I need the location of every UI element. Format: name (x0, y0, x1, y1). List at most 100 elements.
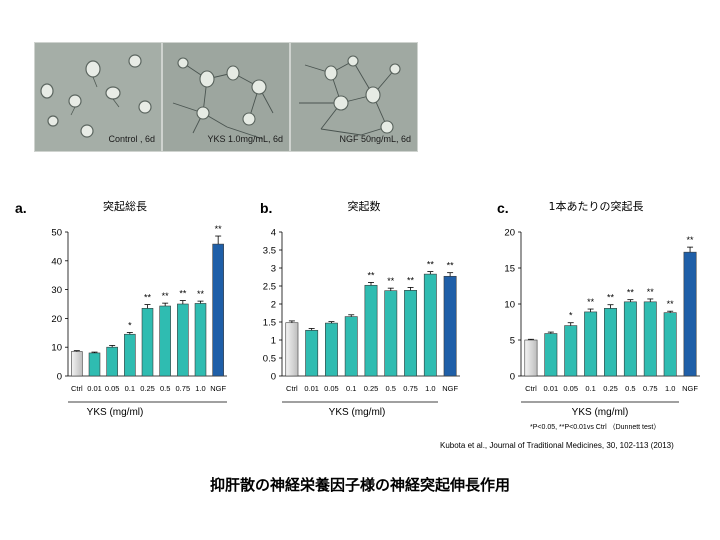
chart-1-y-tick-label: 20 (51, 314, 62, 325)
chart-3-x-tick-label: 0.1 (585, 384, 595, 393)
chart-3-bar (604, 308, 617, 377)
chart-1-bar (106, 346, 118, 377)
chart-3-bar (643, 301, 657, 377)
chart-1-significance-label: * (128, 321, 132, 331)
chart-2-y-tick-label: 1.5 (263, 318, 276, 329)
chart-1-y-tick-label: 0 (57, 372, 62, 383)
chart-3-x-axis-label: YKS (mg/ml) (572, 407, 629, 418)
chart-1-y-tick-label: 40 (51, 256, 62, 267)
chart-2-bar (443, 275, 457, 377)
chart-3-bar (623, 301, 637, 377)
chart-2-x-tick-label: 0.75 (403, 384, 418, 393)
chart-2-y-tick-label: 3.5 (263, 246, 276, 257)
chart-1-x-tick-label: 0.25 (140, 384, 155, 393)
chart-3-y-tick-label: 15 (504, 264, 515, 275)
chart-3-x-tick-label: 0.75 (643, 384, 658, 393)
chart-1-x-tick-label: 0.05 (105, 384, 120, 393)
chart-1-x-axis-label: YKS (mg/ml) (87, 407, 144, 418)
photo-caption-yks: YKS 1.0mg/mL, 6d (207, 134, 283, 144)
chart-3-significance-label: ** (587, 297, 595, 307)
chart-2-y-tick-label: 3 (271, 264, 276, 275)
chart-1-x-tick-label: 0.5 (160, 384, 170, 393)
chart-3-significance-label: ** (647, 287, 655, 297)
chart-2-x-tick-label: Ctrl (286, 384, 298, 393)
chart-1-bar (88, 352, 101, 377)
chart-3-title: 1本あたりの突起長 (549, 199, 644, 213)
chart-3-x-tick-label: 0.5 (625, 384, 635, 393)
chart-2-y-tick-label: 4 (271, 228, 276, 239)
chart-2-y-tick-label: 1 (271, 336, 276, 347)
chart-3-significance-label: ** (607, 293, 615, 303)
chart-1-title: 突起総長 (103, 199, 147, 213)
slide-title: 抑肝散の神経栄養因子様の神経突起伸長作用 (209, 476, 510, 494)
chart-3-x-tick-label: Ctrl (525, 384, 537, 393)
chart-1-bar (124, 333, 136, 377)
chart-3-y-tick-label: 5 (510, 336, 515, 347)
chart-1-significance-label: ** (179, 289, 187, 299)
chart-2-significance-label: ** (367, 270, 375, 280)
chart-3-x-tick-label: 0.25 (603, 384, 618, 393)
chart-2-x-tick-label: 1.0 (425, 384, 435, 393)
chart-1-bar (177, 303, 189, 377)
chart-1-significance-label: ** (197, 289, 205, 299)
chart-2-bar (423, 273, 437, 377)
chart-3-significance-label: * (569, 311, 573, 321)
chart-3-y-tick-label: 10 (504, 300, 515, 311)
chart-3-bar (663, 312, 677, 377)
chart-1-x-tick-label: 1.0 (195, 384, 205, 393)
chart-2-y-tick-label: 0.5 (263, 354, 276, 365)
chart-2-y-tick-label: 2.5 (263, 282, 276, 293)
chart-2-significance-label: ** (407, 275, 415, 285)
photo-ngf: NGF 50ng/mL, 6d (290, 42, 418, 152)
chart-2-bar (285, 322, 299, 377)
chart-3-bar (564, 325, 578, 377)
chart-1-x-tick-label: Ctrl (71, 384, 83, 393)
chart-1-bar (212, 243, 224, 377)
chart-2-x-tick-label: 0.25 (364, 384, 379, 393)
chart-1-bar (141, 308, 154, 377)
stats-note: *P<0.05, **P<0.01vs Ctrl （Dunnett test） (530, 424, 661, 431)
chart-2-bar (384, 290, 398, 377)
chart-3-significance-label: ** (687, 235, 695, 245)
chart-3-x-tick-label: 1.0 (665, 384, 675, 393)
chart-1-x-tick-label: 0.1 (125, 384, 135, 393)
chart-2-bar (404, 290, 417, 377)
chart-3-x-tick-label: 0.05 (563, 384, 578, 393)
chart-2-y-tick-label: 0 (271, 372, 276, 383)
chart-2-panel-letter: b. (260, 200, 272, 216)
chart-2-x-axis-label: YKS (mg/ml) (329, 407, 386, 418)
chart-2-y-tick-label: 2 (271, 300, 276, 311)
chart-1-x-tick-label: 0.75 (176, 384, 191, 393)
chart-1-bar (159, 305, 171, 377)
chart-2-x-tick-label: 0.05 (324, 384, 339, 393)
chart-2-bar (325, 322, 338, 377)
chart-1-bar (71, 351, 83, 377)
chart-1-significance-label: ** (162, 291, 170, 301)
chart-2-bar (364, 284, 378, 377)
chart-2-significance-label: ** (427, 260, 435, 270)
chart-3-significance-label: ** (667, 299, 675, 309)
chart-1-x-tick-label: 0.01 (87, 384, 102, 393)
citation: Kubota et al., Journal of Traditional Me… (440, 441, 674, 450)
chart-1-significance-label: ** (215, 224, 223, 234)
chart-3-bar (584, 311, 598, 377)
chart-2-bar (305, 329, 319, 377)
chart-1-y-tick-label: 10 (51, 343, 62, 354)
chart-3-panel-letter: c. (497, 200, 509, 216)
chart-1-panel-letter: a. (15, 200, 27, 216)
photo-caption-ngf: NGF 50ng/mL, 6d (339, 134, 411, 144)
chart-3-bar (683, 251, 697, 377)
chart-2-title: 突起数 (348, 199, 381, 213)
micrograph-yks-image (163, 43, 289, 151)
chart-2-significance-label: ** (447, 261, 455, 271)
chart-2-significance-label: ** (387, 276, 395, 286)
chart-2-x-tick-label: 0.01 (304, 384, 319, 393)
chart-2-x-tick-label: NGF (442, 384, 458, 393)
micrograph-ngf-image (291, 43, 417, 151)
chart-1-x-tick-label: NGF (210, 384, 226, 393)
photo-caption-control: Control , 6d (108, 134, 155, 144)
micrograph-control-image (35, 43, 161, 151)
chart-1-y-tick-label: 50 (51, 228, 62, 239)
chart-2-x-tick-label: 0.1 (346, 384, 356, 393)
